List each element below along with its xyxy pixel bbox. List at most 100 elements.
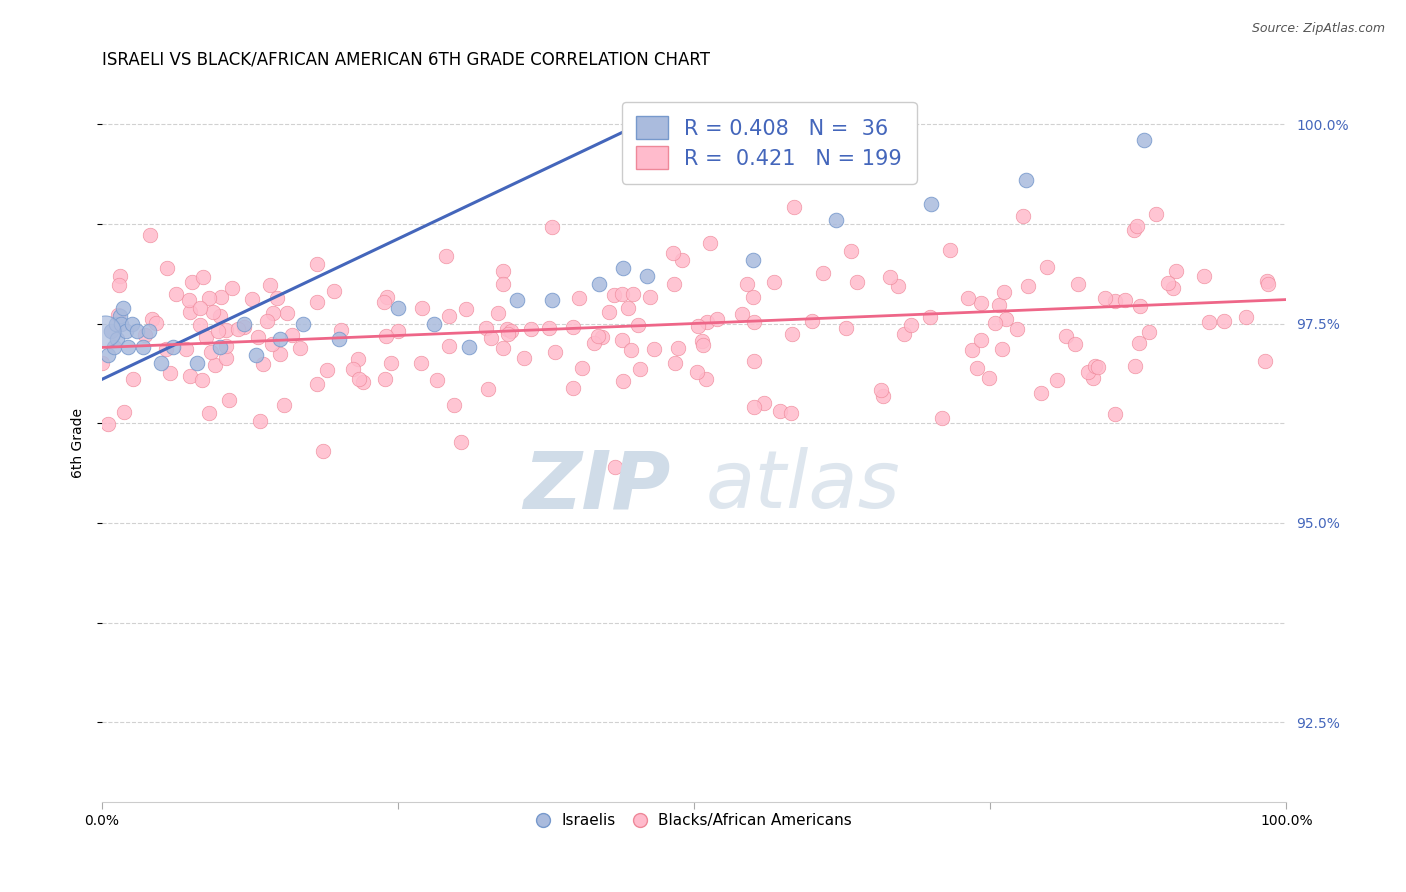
Point bbox=[742, 400, 765, 414]
Point bbox=[108, 269, 131, 284]
Point bbox=[1157, 276, 1180, 290]
Point bbox=[825, 212, 848, 227]
Point bbox=[434, 249, 457, 263]
Point bbox=[273, 398, 295, 412]
Point bbox=[108, 278, 131, 293]
Point bbox=[262, 306, 284, 320]
Point bbox=[209, 309, 232, 323]
Point bbox=[165, 287, 187, 301]
Point bbox=[627, 318, 650, 332]
Point bbox=[191, 269, 214, 284]
Point bbox=[779, 406, 801, 420]
Point bbox=[1122, 223, 1144, 237]
Point bbox=[198, 291, 221, 305]
Text: ISRAELI VS BLACK/AFRICAN AMERICAN 6TH GRADE CORRELATION CHART: ISRAELI VS BLACK/AFRICAN AMERICAN 6TH GR… bbox=[101, 51, 710, 69]
Point bbox=[141, 311, 163, 326]
Point bbox=[103, 341, 125, 355]
Point bbox=[138, 325, 160, 339]
Point bbox=[666, 341, 689, 355]
Point bbox=[839, 244, 862, 258]
Point bbox=[479, 331, 502, 345]
Text: ZIP: ZIP bbox=[523, 447, 671, 525]
Point bbox=[966, 361, 988, 376]
Point bbox=[209, 341, 232, 355]
Point bbox=[117, 341, 139, 355]
Point bbox=[561, 320, 583, 334]
Point bbox=[292, 317, 315, 331]
Point bbox=[477, 382, 499, 396]
Point bbox=[744, 354, 766, 368]
Point bbox=[1056, 329, 1078, 343]
Point bbox=[458, 341, 481, 355]
Point bbox=[1123, 359, 1146, 373]
Point bbox=[586, 329, 609, 343]
Point bbox=[754, 396, 776, 410]
Point bbox=[307, 295, 329, 310]
Point bbox=[226, 322, 249, 336]
Point bbox=[316, 363, 339, 377]
Point bbox=[437, 310, 460, 324]
Point bbox=[347, 372, 370, 386]
Point bbox=[706, 312, 728, 326]
Point bbox=[387, 324, 409, 338]
Point bbox=[571, 360, 593, 375]
Point bbox=[983, 316, 1005, 330]
Point bbox=[612, 374, 634, 388]
Point bbox=[616, 301, 638, 315]
Text: atlas: atlas bbox=[706, 447, 901, 525]
Point bbox=[605, 460, 627, 475]
Point bbox=[492, 341, 515, 355]
Point bbox=[174, 342, 197, 356]
Point bbox=[411, 301, 433, 315]
Point bbox=[322, 284, 344, 298]
Point bbox=[664, 356, 686, 370]
Point bbox=[520, 322, 543, 336]
Point bbox=[544, 345, 567, 359]
Point bbox=[991, 342, 1014, 356]
Point bbox=[290, 341, 312, 355]
Point bbox=[262, 336, 284, 351]
Point bbox=[1137, 326, 1160, 340]
Point bbox=[207, 324, 229, 338]
Point bbox=[233, 319, 256, 334]
Point bbox=[409, 356, 432, 370]
Point bbox=[737, 277, 759, 292]
Point bbox=[1129, 299, 1152, 313]
Point bbox=[252, 357, 274, 371]
Point bbox=[132, 341, 155, 355]
Point bbox=[259, 278, 281, 293]
Point bbox=[145, 316, 167, 330]
Point bbox=[201, 305, 224, 319]
Point bbox=[731, 307, 754, 321]
Point bbox=[486, 306, 509, 320]
Point bbox=[620, 343, 643, 357]
Point bbox=[610, 334, 633, 348]
Point bbox=[568, 291, 591, 305]
Point bbox=[638, 290, 661, 304]
Point bbox=[450, 434, 472, 449]
Point bbox=[970, 296, 993, 310]
Point bbox=[233, 317, 256, 331]
Point bbox=[112, 405, 135, 419]
Point bbox=[643, 343, 665, 357]
Point bbox=[422, 317, 444, 331]
Point bbox=[218, 392, 240, 407]
Point bbox=[1076, 365, 1098, 379]
Point bbox=[215, 323, 238, 337]
Point bbox=[741, 290, 763, 304]
Point bbox=[987, 298, 1010, 312]
Point bbox=[1254, 354, 1277, 368]
Point bbox=[342, 361, 364, 376]
Point bbox=[612, 260, 634, 275]
Point bbox=[186, 356, 208, 370]
Point bbox=[699, 235, 721, 250]
Point bbox=[1126, 219, 1149, 233]
Point bbox=[112, 301, 135, 315]
Point bbox=[492, 277, 515, 292]
Point bbox=[887, 278, 910, 293]
Point bbox=[1144, 207, 1167, 221]
Point bbox=[1257, 277, 1279, 291]
Point bbox=[769, 404, 792, 418]
Point bbox=[249, 414, 271, 428]
Point bbox=[1094, 291, 1116, 305]
